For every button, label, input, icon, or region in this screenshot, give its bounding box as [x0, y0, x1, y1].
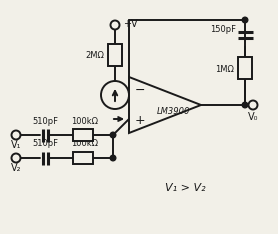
Bar — [108, 44, 122, 66]
Text: +: + — [135, 113, 145, 127]
Text: LM3900: LM3900 — [156, 106, 190, 116]
Text: V₀: V₀ — [248, 112, 258, 122]
Bar — [73, 129, 93, 141]
Bar — [238, 57, 252, 79]
Text: 2MΩ: 2MΩ — [86, 51, 105, 59]
Text: V₁ > V₂: V₁ > V₂ — [165, 183, 205, 193]
Circle shape — [110, 132, 116, 138]
Text: 510pF: 510pF — [32, 117, 58, 125]
Text: V₁: V₁ — [11, 140, 21, 150]
Circle shape — [249, 100, 257, 110]
Text: 510pF: 510pF — [32, 139, 58, 149]
Text: 100kΩ: 100kΩ — [71, 139, 98, 149]
Text: 1MΩ: 1MΩ — [215, 66, 234, 74]
Polygon shape — [129, 77, 201, 133]
Text: +V: +V — [123, 19, 138, 29]
Text: 100kΩ: 100kΩ — [71, 117, 98, 125]
Circle shape — [110, 155, 116, 161]
Text: V₂: V₂ — [11, 163, 21, 173]
Circle shape — [11, 154, 21, 162]
Text: 150pF: 150pF — [210, 26, 236, 34]
Circle shape — [110, 21, 120, 29]
Circle shape — [11, 131, 21, 139]
Circle shape — [242, 102, 248, 108]
Circle shape — [242, 17, 248, 23]
Text: −: − — [135, 84, 145, 96]
Bar — [73, 152, 93, 164]
